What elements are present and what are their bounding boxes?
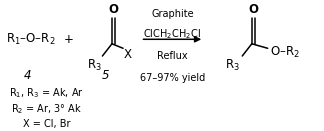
Text: R$_1$, R$_3$ = Ak, Ar: R$_1$, R$_3$ = Ak, Ar (9, 86, 84, 100)
Text: R$_2$ = Ar, 3° Ak: R$_2$ = Ar, 3° Ak (11, 102, 82, 116)
Text: 4: 4 (24, 69, 31, 82)
Text: O: O (109, 3, 119, 16)
Text: +: + (64, 33, 74, 46)
Text: R$_3$: R$_3$ (87, 58, 102, 73)
Text: R$_3$: R$_3$ (225, 58, 240, 73)
Text: 67–97% yield: 67–97% yield (140, 73, 205, 83)
Text: O: O (249, 3, 258, 16)
Text: 5: 5 (102, 69, 109, 82)
Text: X: X (124, 48, 132, 61)
Text: Graphite: Graphite (151, 9, 194, 19)
Text: ClCH$_2$CH$_2$Cl: ClCH$_2$CH$_2$Cl (144, 27, 201, 41)
Text: Reflux: Reflux (157, 51, 188, 61)
Text: R$_1$–O–R$_2$: R$_1$–O–R$_2$ (6, 32, 56, 47)
Text: O–R$_2$: O–R$_2$ (270, 45, 300, 60)
Text: X = Cl, Br: X = Cl, Br (23, 119, 71, 129)
